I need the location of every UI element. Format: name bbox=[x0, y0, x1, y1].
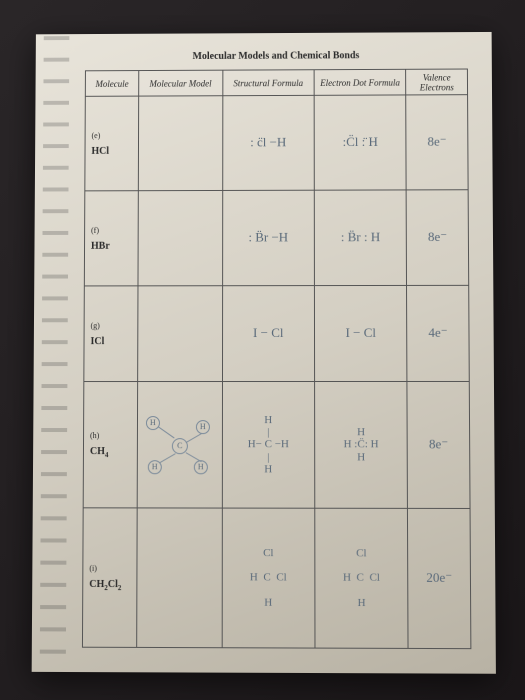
model-cell bbox=[138, 96, 222, 191]
molecule-cell: (e) HCl bbox=[84, 96, 138, 191]
structural-text: I − Cl bbox=[253, 325, 283, 340]
dot-text: H H :C̈: H H bbox=[317, 427, 405, 464]
valence-cell: 4e⁻ bbox=[406, 285, 468, 381]
dot-cell: :C̈l :̈ H bbox=[314, 95, 406, 190]
table-row: (g) ICl I − Cl I − Cl 4e⁻ bbox=[83, 285, 468, 381]
table-row: (h) CH4 C H H H H H | bbox=[83, 381, 470, 508]
table-row: (f) HBr : B̈r −H : B̈r : H 8e⁻ bbox=[84, 190, 468, 286]
structural-cell: Cl H C Cl H bbox=[221, 508, 314, 648]
valence-text: 8e⁻ bbox=[427, 134, 446, 149]
header-valence: Valence Electrons bbox=[405, 69, 467, 95]
row-tag: (e) bbox=[91, 131, 135, 140]
dot-cell: I − Cl bbox=[314, 285, 407, 381]
structural-cell: I − Cl bbox=[222, 286, 314, 382]
model-cell bbox=[137, 286, 222, 382]
valence-cell: 8e⁻ bbox=[406, 190, 468, 286]
structural-cell: : B̈r −H bbox=[222, 190, 314, 286]
valence-text: 4e⁻ bbox=[428, 325, 447, 340]
row-tag: (h) bbox=[90, 431, 135, 440]
structural-cell: : c̈l −H bbox=[222, 95, 314, 190]
header-structural: Structural Formula bbox=[222, 70, 314, 96]
dot-text: :C̈l :̈ H bbox=[342, 134, 377, 149]
row-formula: CH2Cl2 bbox=[89, 578, 121, 589]
row-formula: CH4 bbox=[89, 446, 108, 457]
molecule-cell: (g) ICl bbox=[83, 286, 137, 382]
row-tag: (g) bbox=[90, 321, 135, 330]
valence-text: 8e⁻ bbox=[427, 229, 446, 244]
row-tag: (f) bbox=[91, 225, 136, 234]
dot-cell: Cl H C Cl H bbox=[314, 508, 408, 648]
model-cell: C H H H H bbox=[137, 382, 222, 509]
ball-stick-sketch: C H H H H bbox=[139, 410, 219, 480]
table-row: (e) HCl : c̈l −H :C̈l :̈ H 8e⁻ bbox=[84, 95, 467, 191]
header-dot: Electron Dot Formula bbox=[314, 69, 406, 95]
dot-cell: H H :C̈: H H bbox=[314, 381, 407, 508]
dot-text: I − Cl bbox=[345, 325, 376, 340]
chemistry-table: Molecule Molecular Model Structural Form… bbox=[81, 69, 470, 650]
table-row: (i) CH2Cl2 Cl H C Cl H Cl H C Cl H 20e⁻ bbox=[82, 508, 470, 649]
valence-cell: 8e⁻ bbox=[406, 95, 468, 190]
valence-cell: 8e⁻ bbox=[407, 381, 470, 508]
header-molecule: Molecule bbox=[85, 71, 138, 97]
valence-text: 8e⁻ bbox=[428, 437, 447, 452]
spiral-binding bbox=[39, 34, 69, 672]
valence-text: 20e⁻ bbox=[426, 570, 452, 585]
molecule-cell: (f) HBr bbox=[84, 191, 138, 286]
structural-text: : c̈l −H bbox=[250, 135, 286, 150]
structural-text: : B̈r −H bbox=[248, 230, 288, 245]
dot-cell: : B̈r : H bbox=[314, 190, 407, 286]
model-cell bbox=[137, 190, 221, 285]
valence-cell: 20e⁻ bbox=[407, 508, 470, 648]
row-formula: HCl bbox=[91, 145, 109, 156]
model-cell bbox=[136, 508, 221, 648]
header-row: Molecule Molecular Model Structural Form… bbox=[85, 69, 467, 96]
molecule-cell: (h) CH4 bbox=[83, 382, 137, 508]
structural-text: H | H− C −H | H bbox=[224, 414, 312, 475]
dot-text: Cl H C Cl H bbox=[317, 547, 405, 609]
structural-text: Cl H C Cl H bbox=[224, 547, 312, 608]
worksheet-title: Molecular Models and Chemical Bonds bbox=[84, 50, 467, 63]
row-formula: ICl bbox=[90, 336, 104, 347]
header-model: Molecular Model bbox=[138, 70, 222, 96]
dot-text: : B̈r : H bbox=[340, 230, 379, 245]
molecule-cell: (i) CH2Cl2 bbox=[82, 508, 137, 648]
worksheet-paper: Molecular Models and Chemical Bonds Mole… bbox=[31, 32, 495, 674]
row-formula: HBr bbox=[90, 240, 109, 251]
row-tag: (i) bbox=[89, 563, 134, 572]
structural-cell: H | H− C −H | H bbox=[221, 382, 314, 509]
